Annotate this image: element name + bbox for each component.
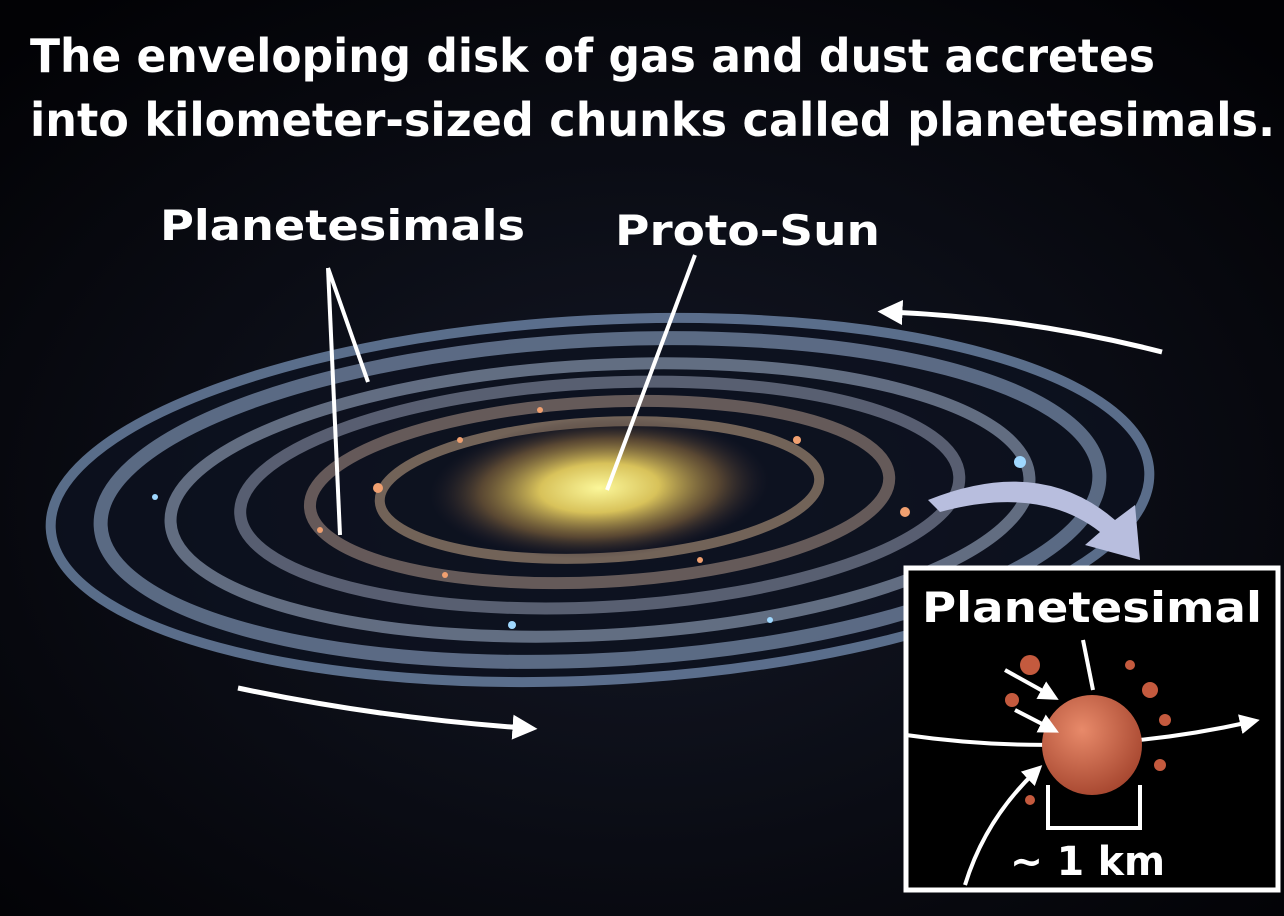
- inset-label: Planetesimal: [922, 583, 1262, 632]
- planetesimal-dots: [317, 407, 910, 578]
- title-line: into kilometer-sized chunks called plane…: [30, 93, 1275, 147]
- title-line: The enveloping disk of gas and dust accr…: [30, 29, 1155, 83]
- label: Proto-Sun: [615, 206, 880, 255]
- zoom-arrow: [928, 481, 1140, 560]
- disk: [45, 312, 1155, 688]
- scale-label: ~ 1 km: [1010, 839, 1165, 885]
- pointer-lines: [237, 254, 1163, 740]
- inset: Planetesimal ~ 1 km: [903, 565, 1281, 893]
- stars: [152, 456, 1026, 629]
- label: Planetesimals: [160, 201, 525, 250]
